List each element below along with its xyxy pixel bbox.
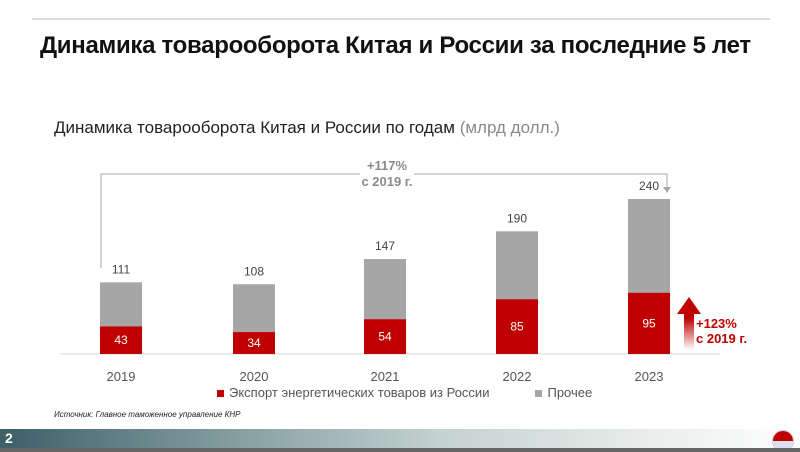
bar-value-label: 85 bbox=[510, 320, 524, 334]
bracket-arrow-icon bbox=[663, 187, 671, 193]
legend-label: Прочее bbox=[547, 385, 593, 400]
bar-other bbox=[233, 284, 275, 333]
energy-growth-pct: +123% bbox=[696, 316, 737, 331]
legend-label: Экспорт энергетических товаров из России bbox=[229, 385, 490, 400]
legend-swatch bbox=[535, 390, 543, 398]
bar-total-label: 147 bbox=[375, 239, 395, 253]
bar-total-label: 111 bbox=[112, 262, 131, 276]
bar-energy bbox=[364, 319, 406, 354]
bar-other bbox=[364, 259, 406, 320]
page-title: Динамика товарооборота Китая и России за… bbox=[40, 32, 751, 59]
x-tick-label: 2020 bbox=[240, 369, 269, 384]
x-tick-label: 2023 bbox=[635, 369, 664, 384]
bottom-border bbox=[0, 448, 800, 452]
bracket-label-bg bbox=[360, 158, 414, 188]
legend-swatch bbox=[217, 390, 224, 398]
bar-value-label: 95 bbox=[642, 316, 656, 330]
bar-total-label: 108 bbox=[244, 264, 264, 278]
bar-energy bbox=[233, 332, 275, 354]
footer-bar: 2 bbox=[0, 429, 800, 448]
energy-growth-since: с 2019 г. bbox=[696, 331, 747, 346]
chart-title-text: Динамика товарооборота Китая и России по… bbox=[54, 118, 455, 137]
bar-other bbox=[496, 231, 538, 300]
legend-item-energy: Экспорт энергетических товаров из России bbox=[217, 385, 489, 400]
bar-other bbox=[628, 199, 670, 293]
legend-item-other: Прочее bbox=[535, 385, 592, 400]
x-tick-label: 2019 bbox=[107, 369, 136, 384]
bar-value-label: 43 bbox=[114, 333, 128, 347]
bar-energy bbox=[628, 292, 670, 354]
bar-value-label: 54 bbox=[378, 330, 392, 344]
growth-arrow-icon bbox=[677, 297, 701, 350]
chart-title: Динамика товарооборота Китая и России по… bbox=[54, 118, 560, 138]
page-number: 2 bbox=[5, 430, 13, 446]
source-note: Источник: Главное таможенное управление … bbox=[54, 410, 241, 419]
top-divider bbox=[32, 18, 770, 20]
bar-value-label: 34 bbox=[247, 336, 261, 350]
x-tick-label: 2022 bbox=[503, 369, 532, 384]
bar-total-label: 240 bbox=[639, 179, 659, 193]
legend: Экспорт энергетических товаров из России… bbox=[217, 385, 592, 400]
total-growth-pct: +117% bbox=[367, 158, 408, 173]
x-tick-label: 2021 bbox=[371, 369, 400, 384]
bar-other bbox=[100, 282, 142, 327]
chart-unit: (млрд долл.) bbox=[459, 118, 560, 137]
bar-energy bbox=[496, 299, 538, 354]
bar-total-label: 190 bbox=[507, 211, 527, 225]
total-growth-since: с 2019 г. bbox=[361, 174, 412, 189]
bar-energy bbox=[100, 326, 142, 354]
